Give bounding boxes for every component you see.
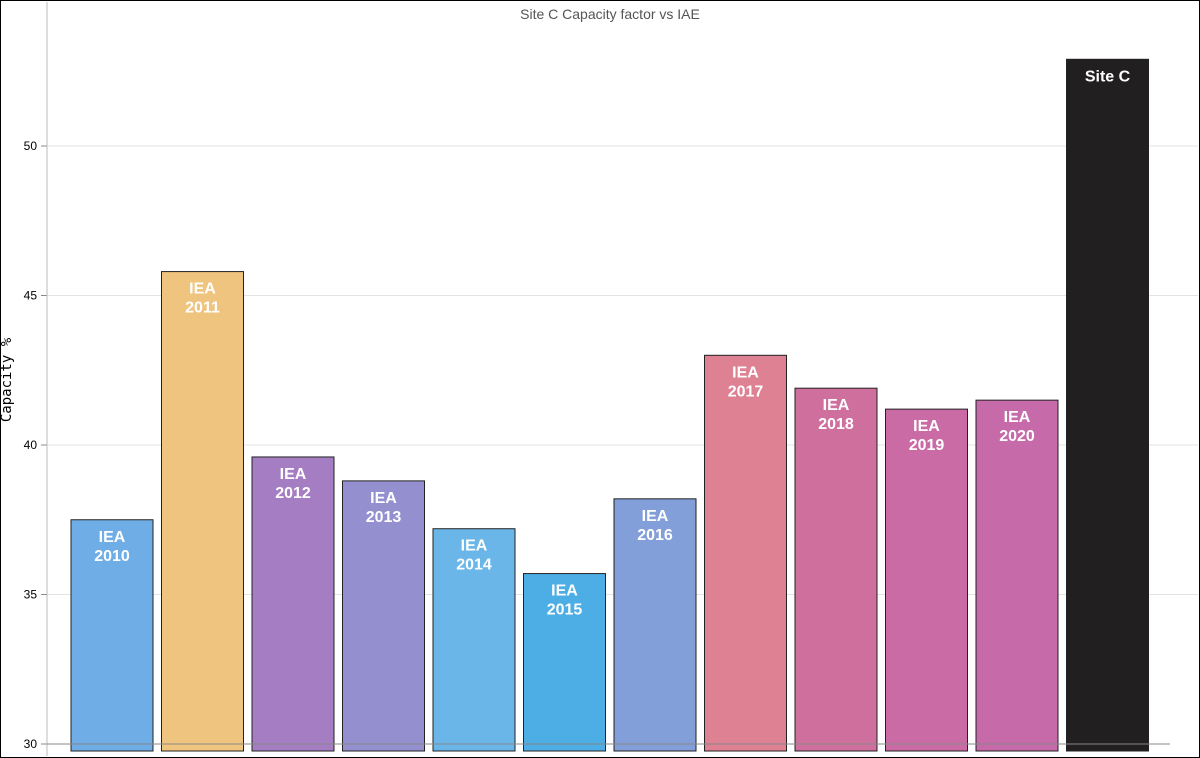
bar-label: IEA bbox=[823, 397, 850, 414]
bar bbox=[523, 573, 606, 752]
bar-label: IEA bbox=[642, 508, 669, 525]
y-tick-label: 35 bbox=[24, 588, 38, 602]
bar-group: Site C bbox=[1066, 58, 1149, 752]
bar-label: Site C bbox=[1085, 68, 1131, 85]
bar-group: IEA 2017 bbox=[704, 354, 787, 752]
bar-label: IEA bbox=[189, 281, 216, 298]
bar bbox=[975, 399, 1059, 752]
bar-label: 2010 bbox=[94, 548, 130, 565]
bar-group: IEA 2020 bbox=[975, 399, 1059, 752]
chart-title: Site C Capacity factor vs IAE bbox=[520, 6, 700, 22]
bar bbox=[251, 456, 335, 752]
bar-label: 2014 bbox=[456, 557, 492, 574]
bar-group: IEA 2018 bbox=[794, 387, 878, 752]
bar bbox=[704, 354, 787, 752]
bar bbox=[885, 408, 968, 752]
bar-label: 2020 bbox=[999, 428, 1035, 445]
bar-label: 2016 bbox=[637, 527, 673, 544]
bar-label: IEA bbox=[280, 466, 307, 483]
bar-label: IEA bbox=[551, 583, 578, 600]
bar bbox=[342, 480, 425, 752]
bar-label: IEA bbox=[461, 538, 488, 555]
bar-label: IEA bbox=[370, 490, 397, 507]
y-tick-label: 40 bbox=[24, 438, 38, 452]
bar-group: IEA 2014 bbox=[432, 528, 516, 752]
bar-label: IEA bbox=[732, 364, 759, 381]
bar-label: 2019 bbox=[909, 437, 945, 454]
bar-label: 2017 bbox=[728, 383, 764, 400]
y-axis-ticks: 30 35 40 45 50 bbox=[24, 139, 47, 751]
bar-group: IEA 2013 bbox=[342, 480, 425, 752]
bar-label: IEA bbox=[913, 418, 940, 435]
y-tick-label: 45 bbox=[24, 289, 38, 303]
bar-group: IEA 2012 bbox=[251, 456, 335, 752]
bar-label: 2012 bbox=[275, 485, 311, 502]
bar bbox=[613, 498, 697, 752]
bar-group: IEA 2016 bbox=[613, 498, 697, 752]
bar bbox=[1066, 58, 1149, 752]
bar-label: IEA bbox=[99, 529, 126, 546]
bar-label: 2013 bbox=[366, 509, 402, 526]
bar-label: 2015 bbox=[547, 602, 583, 619]
bars: IEA 2010 IEA 2011 IEA 2012 IEA 2013 IEA 2014 IEA 20… bbox=[70, 58, 1149, 752]
bar bbox=[161, 271, 244, 752]
bar bbox=[432, 528, 516, 752]
y-tick-label: 50 bbox=[24, 139, 38, 153]
bar-label: 2011 bbox=[185, 300, 220, 317]
bar-label: 2018 bbox=[818, 416, 854, 433]
bar bbox=[794, 387, 878, 752]
bar-group: IEA 2019 bbox=[885, 408, 968, 752]
y-tick-label: 30 bbox=[24, 737, 38, 751]
bar-group: IEA 2010 bbox=[70, 519, 154, 752]
bar bbox=[70, 519, 154, 752]
bar-label: IEA bbox=[1004, 409, 1031, 426]
bar-group: IEA 2015 bbox=[523, 573, 606, 752]
y-axis-label: Capacity % bbox=[0, 337, 15, 422]
bar-group: IEA 2011 bbox=[161, 271, 244, 752]
